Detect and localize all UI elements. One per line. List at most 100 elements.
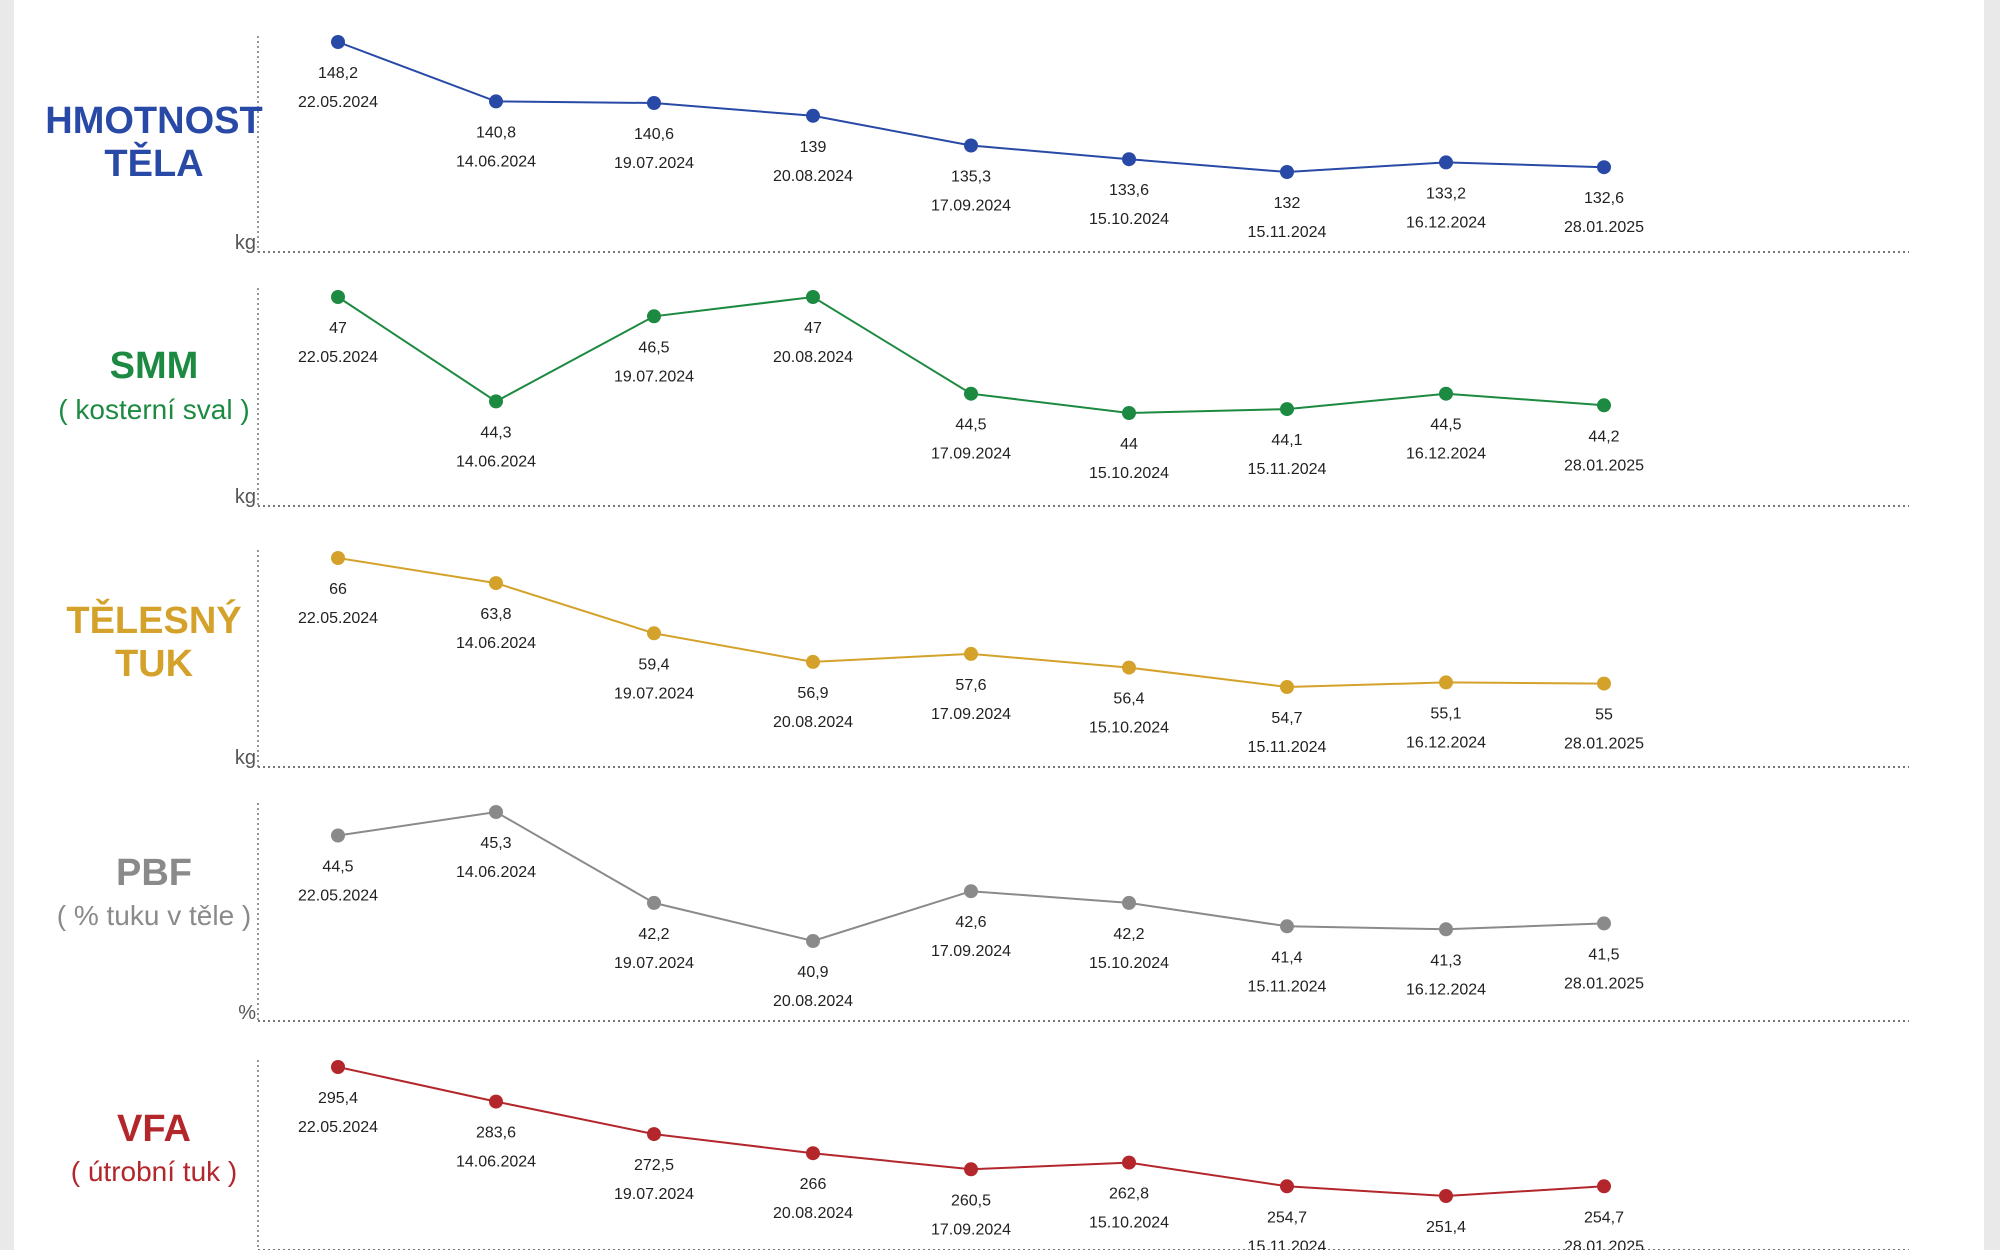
- value-label-smm-8: 44,5: [1430, 417, 1461, 434]
- date-label-hmotnost-1: 22.05.2024: [298, 94, 378, 111]
- value-label-smm-2: 44,3: [480, 424, 511, 441]
- data-point-hmotnost-8: [1439, 155, 1453, 170]
- value-label-tuk-3: 59,4: [638, 656, 669, 673]
- date-label-tuk-5: 17.09.2024: [931, 706, 1011, 723]
- date-label-smm-1: 22.05.2024: [298, 349, 378, 366]
- date-label-smm-8: 16.12.2024: [1406, 446, 1486, 463]
- date-label-vfa-2: 14.06.2024: [456, 1154, 536, 1171]
- unit-label-smm: kg: [234, 486, 256, 508]
- data-point-tuk-3: [647, 626, 661, 641]
- date-label-pbf-9: 28.01.2025: [1564, 975, 1644, 992]
- panel-title-pbf: PBF: [116, 852, 192, 894]
- panel-title-tuk: TĚLESNÝ TUK: [24, 600, 284, 686]
- value-label-vfa-3: 272,5: [634, 1157, 674, 1174]
- panel-subtitle-vfa: ( útrobní tuk ): [70, 1156, 238, 1187]
- data-point-tuk-1: [331, 551, 345, 565]
- date-label-vfa-7: 15.11.2024: [1248, 1238, 1327, 1250]
- data-point-pbf-7: [1280, 919, 1294, 934]
- value-label-smm-7: 44,1: [1271, 432, 1302, 449]
- data-point-vfa-6: [1122, 1155, 1136, 1170]
- value-label-pbf-9: 41,5: [1588, 946, 1619, 963]
- data-point-smm-6: [1122, 406, 1136, 420]
- date-label-smm-7: 15.11.2024: [1248, 461, 1327, 478]
- panel-title-hmotnost-line1: HMOTNOST: [45, 100, 263, 142]
- date-label-hmotnost-6: 15.10.2024: [1089, 211, 1169, 228]
- data-point-smm-8: [1439, 386, 1453, 401]
- panel-title-vfa: VFA: [117, 1108, 191, 1150]
- data-point-vfa-1: [331, 1060, 345, 1074]
- value-label-tuk-1: 66: [329, 581, 347, 598]
- unit-label-pbf: %: [238, 1002, 256, 1024]
- value-label-hmotnost-7: 132: [1274, 195, 1301, 212]
- panel-subtitle-smm: ( kosterní sval ): [58, 394, 250, 425]
- data-point-vfa-2: [489, 1094, 503, 1109]
- data-point-hmotnost-7: [1280, 165, 1294, 179]
- data-point-hmotnost-3: [647, 96, 661, 110]
- value-label-pbf-7: 41,4: [1271, 949, 1302, 966]
- value-label-hmotnost-4: 139: [800, 139, 827, 156]
- value-label-tuk-5: 57,6: [955, 677, 986, 694]
- date-label-smm-9: 28.01.2025: [1564, 457, 1644, 474]
- data-point-smm-2: [489, 394, 503, 409]
- data-point-tuk-6: [1122, 660, 1136, 675]
- date-label-hmotnost-3: 19.07.2024: [614, 155, 694, 172]
- value-label-smm-5: 44,5: [955, 417, 986, 434]
- value-label-hmotnost-8: 133,2: [1426, 185, 1466, 202]
- value-label-pbf-8: 41,3: [1430, 952, 1461, 969]
- value-label-vfa-4: 266: [800, 1176, 827, 1193]
- value-label-vfa-2: 283,6: [476, 1125, 516, 1142]
- panel-title-tuk-line1: TĚLESNÝ: [66, 600, 242, 642]
- data-point-tuk-2: [489, 576, 503, 591]
- value-label-tuk-7: 54,7: [1271, 710, 1302, 727]
- data-point-pbf-3: [647, 895, 661, 910]
- date-label-pbf-4: 20.08.2024: [773, 993, 853, 1010]
- data-point-vfa-5: [964, 1162, 978, 1177]
- date-label-tuk-2: 14.06.2024: [456, 635, 536, 652]
- value-label-pbf-6: 42,2: [1113, 926, 1144, 943]
- data-point-hmotnost-9: [1597, 160, 1611, 175]
- date-label-smm-3: 19.07.2024: [614, 368, 694, 385]
- series-line-tuk: [337, 557, 1605, 689]
- value-label-smm-6: 44: [1120, 436, 1138, 453]
- panel-title-hmotnost-line2: TĚLA: [104, 143, 204, 185]
- value-label-vfa-1: 295,4: [318, 1090, 358, 1107]
- value-label-pbf-3: 42,2: [638, 926, 669, 943]
- value-label-tuk-2: 63,8: [480, 606, 511, 623]
- value-label-pbf-5: 42,6: [955, 914, 986, 931]
- data-point-smm-9: [1597, 398, 1611, 413]
- date-label-tuk-8: 16.12.2024: [1406, 734, 1486, 751]
- data-point-vfa-9: [1597, 1179, 1611, 1194]
- date-label-vfa-5: 17.09.2024: [931, 1221, 1011, 1238]
- date-label-hmotnost-7: 15.11.2024: [1248, 224, 1327, 241]
- data-point-vfa-8: [1439, 1189, 1453, 1203]
- data-point-pbf-2: [489, 805, 503, 819]
- value-label-hmotnost-6: 133,6: [1109, 182, 1149, 199]
- date-label-tuk-7: 15.11.2024: [1248, 739, 1327, 756]
- data-point-vfa-7: [1280, 1179, 1294, 1194]
- date-label-tuk-3: 19.07.2024: [614, 685, 694, 702]
- value-label-vfa-9: 254,7: [1584, 1209, 1624, 1226]
- value-label-smm-4: 47: [804, 320, 822, 337]
- value-label-vfa-7: 254,7: [1267, 1209, 1307, 1226]
- data-point-smm-4: [806, 290, 820, 304]
- data-point-hmotnost-5: [964, 138, 978, 153]
- date-label-hmotnost-9: 28.01.2025: [1564, 219, 1644, 236]
- value-label-hmotnost-1: 148,2: [318, 65, 358, 82]
- value-label-vfa-8: 251,4: [1426, 1219, 1466, 1236]
- date-label-pbf-5: 17.09.2024: [931, 943, 1011, 960]
- data-point-pbf-4: [806, 934, 820, 948]
- date-label-hmotnost-8: 16.12.2024: [1406, 214, 1486, 231]
- date-label-tuk-6: 15.10.2024: [1089, 720, 1169, 737]
- date-label-hmotnost-4: 20.08.2024: [773, 168, 853, 185]
- unit-label-hmotnost: kg: [234, 232, 256, 254]
- data-point-hmotnost-6: [1122, 152, 1136, 167]
- data-point-vfa-4: [806, 1146, 820, 1161]
- data-point-tuk-5: [964, 646, 978, 661]
- value-label-smm-9: 44,2: [1588, 428, 1619, 445]
- value-label-hmotnost-9: 132,6: [1584, 190, 1624, 207]
- value-label-tuk-4: 56,9: [797, 685, 828, 702]
- data-point-tuk-4: [806, 654, 820, 669]
- date-label-pbf-2: 14.06.2024: [456, 864, 536, 881]
- date-label-hmotnost-2: 14.06.2024: [456, 153, 536, 170]
- date-label-vfa-9: 28.01.2025: [1564, 1238, 1644, 1250]
